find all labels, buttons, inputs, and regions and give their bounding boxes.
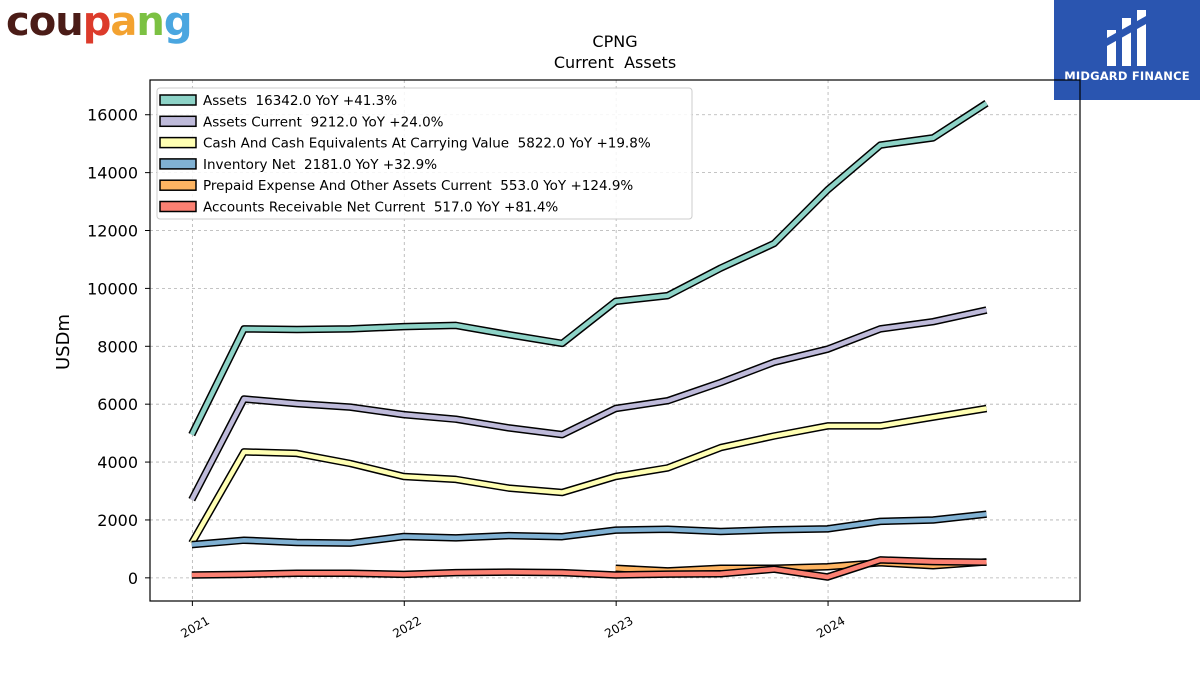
series-line: [189, 406, 987, 545]
y-tick-label: 16000: [87, 106, 138, 125]
corner-logo-name: MIDGARD FINANCE: [1064, 69, 1190, 83]
logo-letter: u: [55, 0, 84, 45]
legend-label: Prepaid Expense And Other Assets Current…: [203, 178, 633, 194]
logo-letter: g: [163, 0, 193, 45]
legend-label: Accounts Receivable Net Current 517.0 Yo…: [203, 200, 558, 216]
y-tick-label: 4000: [97, 453, 138, 472]
y-tick-label: 2000: [97, 511, 138, 530]
x-tick-label: 2021: [178, 613, 211, 640]
logo-letter: a: [110, 0, 137, 45]
chart-subtitle: Current Assets: [554, 53, 676, 72]
legend-swatch: [159, 94, 197, 106]
y-tick-label: 10000: [87, 279, 138, 298]
logo-letter: p: [82, 0, 112, 45]
series-line: [189, 307, 987, 501]
y-tick-label: 0: [128, 569, 138, 588]
legend-label: Cash And Cash Equivalents At Carrying Va…: [203, 136, 651, 152]
series-lines: [188, 100, 989, 581]
x-tick-label: 2022: [390, 613, 423, 640]
x-tick-label: 2023: [602, 613, 635, 640]
legend-swatch: [159, 200, 197, 213]
series-outline: [191, 510, 987, 549]
legend: Assets 16342.0 YoY +41.3% Assets Current …: [156, 87, 693, 220]
legend-swatch: [159, 115, 197, 128]
y-tick-label: 12000: [87, 222, 138, 241]
logo-letter: o: [28, 0, 57, 45]
legend-swatch: [159, 158, 197, 170]
chart-title: CPNG: [592, 32, 637, 51]
legend-label: Assets 16342.0 YoY +41.3%: [203, 93, 397, 109]
midgard-emblem-icon: [1107, 10, 1146, 66]
logo-letter: c: [6, 0, 30, 45]
plot-frame: [149, 79, 1081, 602]
series-line: [191, 511, 987, 547]
x-tick-label: 2024: [814, 613, 847, 640]
legend-swatch: [159, 136, 197, 149]
legend-box: [156, 87, 693, 220]
legend-label: Assets Current 9212.0 YoY +24.0%: [203, 114, 444, 130]
y-tick-label: 8000: [97, 337, 138, 356]
y-axis-label: USDm: [53, 314, 74, 370]
midgard-finance-logo: MIDGARD FINANCE: [1054, 0, 1200, 100]
legend-swatch: [159, 179, 197, 191]
y-tick-label: 14000: [87, 164, 138, 183]
logo-letter: n: [136, 0, 165, 45]
series-line: [189, 101, 988, 436]
series-line: [191, 557, 987, 580]
y-tick-label: 6000: [97, 395, 138, 414]
legend-label: Inventory Net 2181.0 YoY +32.9%: [203, 157, 437, 173]
coupang-logo: coupang: [6, 0, 193, 45]
